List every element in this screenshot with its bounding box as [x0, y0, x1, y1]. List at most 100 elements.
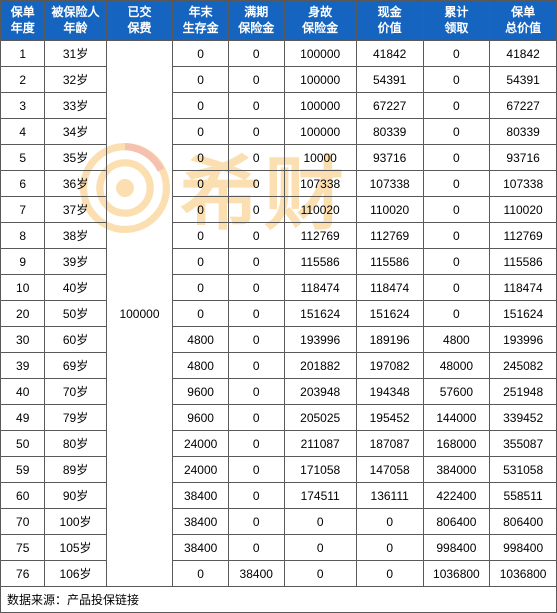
- cell-maturity: 0: [228, 145, 284, 171]
- cell-survive: 4800: [173, 353, 229, 379]
- cell-total: 107338: [490, 171, 557, 197]
- cell-maturity: 0: [228, 41, 284, 67]
- cell-death: 100000: [284, 119, 356, 145]
- cell-age: 106岁: [45, 561, 106, 587]
- cell-year: 7: [1, 197, 45, 223]
- cell-year: 3: [1, 93, 45, 119]
- cell-total: 245082: [490, 353, 557, 379]
- cell-maturity: 0: [228, 171, 284, 197]
- cell-maturity: 0: [228, 223, 284, 249]
- cell-cash: 136111: [356, 483, 423, 509]
- cell-death: 203948: [284, 379, 356, 405]
- cell-year: 59: [1, 457, 45, 483]
- table-row: 535岁001000093716093716: [1, 145, 557, 171]
- cell-survive: 38400: [173, 509, 229, 535]
- cell-total: 806400: [490, 509, 557, 535]
- col-header-cash: 现金价值: [356, 1, 423, 41]
- cell-survive: 0: [173, 171, 229, 197]
- cell-cum: 0: [423, 301, 490, 327]
- table-header-row: 保单年度被保险人年龄已交保费年末生存金满期保险金身故保险金现金价值累计领取保单总…: [1, 1, 557, 41]
- cell-cash: 151624: [356, 301, 423, 327]
- cell-survive: 9600: [173, 379, 229, 405]
- cell-total: 118474: [490, 275, 557, 301]
- cell-year: 6: [1, 171, 45, 197]
- cell-year: 4: [1, 119, 45, 145]
- cell-death: 100000: [284, 93, 356, 119]
- insurance-table: 保单年度被保险人年龄已交保费年末生存金满期保险金身故保险金现金价值累计领取保单总…: [0, 0, 557, 613]
- cell-cash: 41842: [356, 41, 423, 67]
- cell-total: 41842: [490, 41, 557, 67]
- cell-maturity: 0: [228, 119, 284, 145]
- cell-total: 80339: [490, 119, 557, 145]
- cell-death: 100000: [284, 67, 356, 93]
- table-row: 939岁001155861155860115586: [1, 249, 557, 275]
- cell-total: 1036800: [490, 561, 557, 587]
- cell-cum: 806400: [423, 509, 490, 535]
- cell-survive: 0: [173, 301, 229, 327]
- cell-survive: 0: [173, 197, 229, 223]
- cell-maturity: 0: [228, 483, 284, 509]
- table-row: 3969岁4800020188219708248000245082: [1, 353, 557, 379]
- cell-maturity: 0: [228, 457, 284, 483]
- cell-total: 67227: [490, 93, 557, 119]
- cell-death: 0: [284, 509, 356, 535]
- cell-total: 531058: [490, 457, 557, 483]
- cell-total: 355087: [490, 431, 557, 457]
- cell-year: 40: [1, 379, 45, 405]
- table-row: 434岁0010000080339080339: [1, 119, 557, 145]
- cell-year: 39: [1, 353, 45, 379]
- cell-year: 5: [1, 145, 45, 171]
- cell-cash: 110020: [356, 197, 423, 223]
- cell-death: 174511: [284, 483, 356, 509]
- cell-maturity: 0: [228, 353, 284, 379]
- cell-age: 60岁: [45, 327, 106, 353]
- table-row: 75105岁38400000998400998400: [1, 535, 557, 561]
- cell-death: 171058: [284, 457, 356, 483]
- cell-year: 75: [1, 535, 45, 561]
- cell-age: 105岁: [45, 535, 106, 561]
- cell-year: 30: [1, 327, 45, 353]
- cell-cash: 67227: [356, 93, 423, 119]
- cell-year: 49: [1, 405, 45, 431]
- cell-cum: 1036800: [423, 561, 490, 587]
- cell-age: 70岁: [45, 379, 106, 405]
- cell-age: 89岁: [45, 457, 106, 483]
- cell-survive: 0: [173, 93, 229, 119]
- cell-maturity: 0: [228, 67, 284, 93]
- cell-total: 110020: [490, 197, 557, 223]
- cell-survive: 0: [173, 41, 229, 67]
- cell-cum: 4800: [423, 327, 490, 353]
- cell-maturity: 0: [228, 275, 284, 301]
- cell-age: 31岁: [45, 41, 106, 67]
- table-row: 1040岁001184741184740118474: [1, 275, 557, 301]
- cell-cash: 0: [356, 535, 423, 561]
- cell-cum: 0: [423, 41, 490, 67]
- cell-cum: 57600: [423, 379, 490, 405]
- cell-total: 998400: [490, 535, 557, 561]
- cell-cum: 0: [423, 119, 490, 145]
- cell-age: 50岁: [45, 301, 106, 327]
- cell-total: 93716: [490, 145, 557, 171]
- table-row: 4070岁9600020394819434857600251948: [1, 379, 557, 405]
- table-row: 70100岁38400000806400806400: [1, 509, 557, 535]
- cell-survive: 0: [173, 119, 229, 145]
- cell-maturity: 0: [228, 379, 284, 405]
- table-row: 737岁001100201100200110020: [1, 197, 557, 223]
- cell-cum: 0: [423, 145, 490, 171]
- table-row: 333岁0010000067227067227: [1, 93, 557, 119]
- cell-maturity: 0: [228, 535, 284, 561]
- cell-cum: 422400: [423, 483, 490, 509]
- col-header-total: 保单总价值: [490, 1, 557, 41]
- cell-maturity: 0: [228, 197, 284, 223]
- cell-age: 40岁: [45, 275, 106, 301]
- cell-survive: 38400: [173, 535, 229, 561]
- cell-cum: 0: [423, 67, 490, 93]
- cell-total: 151624: [490, 301, 557, 327]
- cell-survive: 0: [173, 145, 229, 171]
- cell-survive: 0: [173, 223, 229, 249]
- cell-survive: 24000: [173, 431, 229, 457]
- cell-total: 54391: [490, 67, 557, 93]
- cell-death: 0: [284, 535, 356, 561]
- table-row: 5080岁240000211087187087168000355087: [1, 431, 557, 457]
- cell-cum: 384000: [423, 457, 490, 483]
